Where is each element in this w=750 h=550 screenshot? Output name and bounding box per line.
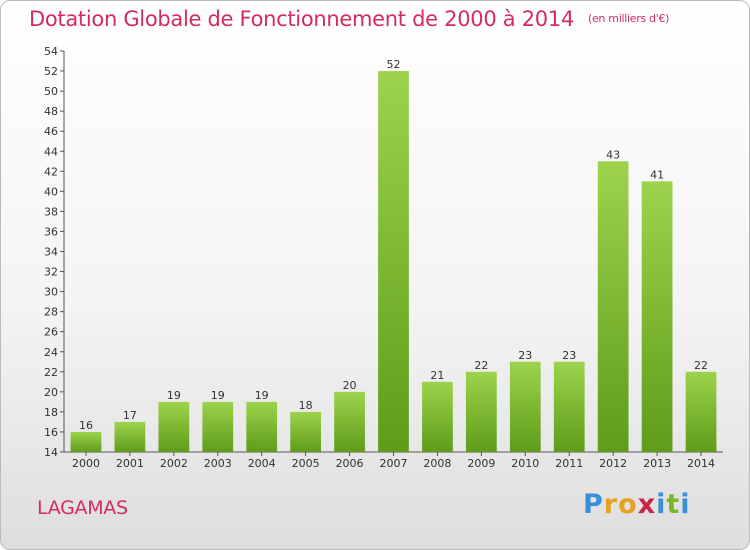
- y-tick-label: 44: [44, 145, 58, 158]
- y-tick-label: 16: [44, 426, 58, 439]
- chart-subtitle: (en milliers d'€): [587, 12, 670, 25]
- y-tick-label: 54: [44, 45, 58, 58]
- logo-letter: P: [583, 489, 604, 520]
- logo-letter: x: [637, 489, 657, 520]
- chart-title-text: Dotation Globale de Fonctionnement de 20…: [29, 7, 574, 31]
- y-tick-label: 20: [44, 386, 58, 399]
- logo-letter: i: [656, 489, 667, 520]
- bar-2007: [378, 71, 409, 453]
- bar-value-label: 19: [211, 389, 225, 402]
- y-tick-label: 42: [44, 165, 58, 178]
- y-tick-label: 28: [44, 306, 58, 319]
- y-tick-label: 52: [44, 65, 58, 78]
- bar-value-label: 16: [79, 419, 93, 432]
- y-tick-label: 22: [44, 366, 58, 379]
- bar-2006: [334, 391, 365, 452]
- y-tick-label: 18: [44, 406, 58, 419]
- bar-2014: [685, 371, 717, 452]
- bar-value-label: 20: [343, 379, 357, 392]
- logo-letter: r: [603, 489, 619, 520]
- x-tick-label: 2003: [204, 457, 232, 470]
- y-tick-label: 50: [44, 85, 58, 98]
- logo-letter: o: [618, 489, 638, 520]
- y-tick-label: 34: [44, 246, 58, 259]
- bar-2005: [290, 411, 322, 452]
- bar-2011: [553, 361, 585, 452]
- x-tick-label: 2004: [248, 457, 276, 470]
- x-tick-label: 2014: [687, 457, 715, 470]
- x-tick-label: 2008: [423, 457, 451, 470]
- bar-2004: [246, 401, 278, 452]
- y-tick-label: 30: [44, 286, 58, 299]
- bar-2002: [158, 401, 190, 452]
- x-tick-label: 2009: [467, 457, 495, 470]
- y-tick-label: 38: [44, 205, 58, 218]
- x-tick-label: 2000: [72, 457, 100, 470]
- x-tick-label: 2005: [292, 457, 320, 470]
- x-tick-label: 2011: [555, 457, 583, 470]
- proxiti-logo: Proxiti: [583, 489, 691, 520]
- bar-value-label: 52: [387, 58, 401, 71]
- y-tick-label: 24: [44, 346, 58, 359]
- x-tick-label: 2010: [511, 457, 539, 470]
- bar-value-label: 23: [518, 349, 532, 362]
- bar-2001: [114, 421, 146, 452]
- x-tick-label: 2001: [116, 457, 144, 470]
- bar-2013: [641, 181, 673, 452]
- logo-letter: i: [680, 489, 691, 520]
- commune-name: LAGAMAS: [37, 497, 128, 519]
- y-tick-label: 36: [44, 225, 58, 238]
- bar-2003: [202, 401, 234, 452]
- bar-value-label: 19: [255, 389, 269, 402]
- bar-value-label: 21: [430, 369, 444, 382]
- bar-value-label: 22: [694, 359, 708, 372]
- bar-2010: [509, 361, 541, 452]
- bar-2008: [422, 381, 453, 452]
- y-tick-label: 32: [44, 266, 58, 279]
- chart-title: Dotation Globale de Fonctionnement de 20…: [29, 7, 669, 31]
- logo-letter: t: [666, 489, 681, 520]
- bar-value-label: 19: [167, 389, 181, 402]
- bar-2000: [70, 431, 102, 452]
- bar-2012: [597, 161, 629, 452]
- x-tick-label: 2006: [336, 457, 364, 470]
- y-tick-label: 26: [44, 326, 58, 339]
- y-tick-label: 14: [44, 446, 58, 459]
- x-tick-label: 2007: [380, 457, 408, 470]
- x-tick-label: 2002: [160, 457, 188, 470]
- x-tick-label: 2012: [599, 457, 627, 470]
- bar-value-label: 41: [650, 168, 664, 181]
- x-tick-label: 2013: [643, 457, 671, 470]
- bar-value-label: 17: [123, 409, 137, 422]
- bar-value-label: 23: [562, 349, 576, 362]
- y-tick-label: 40: [44, 185, 58, 198]
- bar-value-label: 22: [474, 359, 488, 372]
- y-tick-label: 46: [44, 125, 58, 138]
- y-tick-label: 48: [44, 105, 58, 118]
- bar-value-label: 43: [606, 148, 620, 161]
- bar-2009: [465, 371, 497, 452]
- bar-value-label: 18: [299, 399, 313, 412]
